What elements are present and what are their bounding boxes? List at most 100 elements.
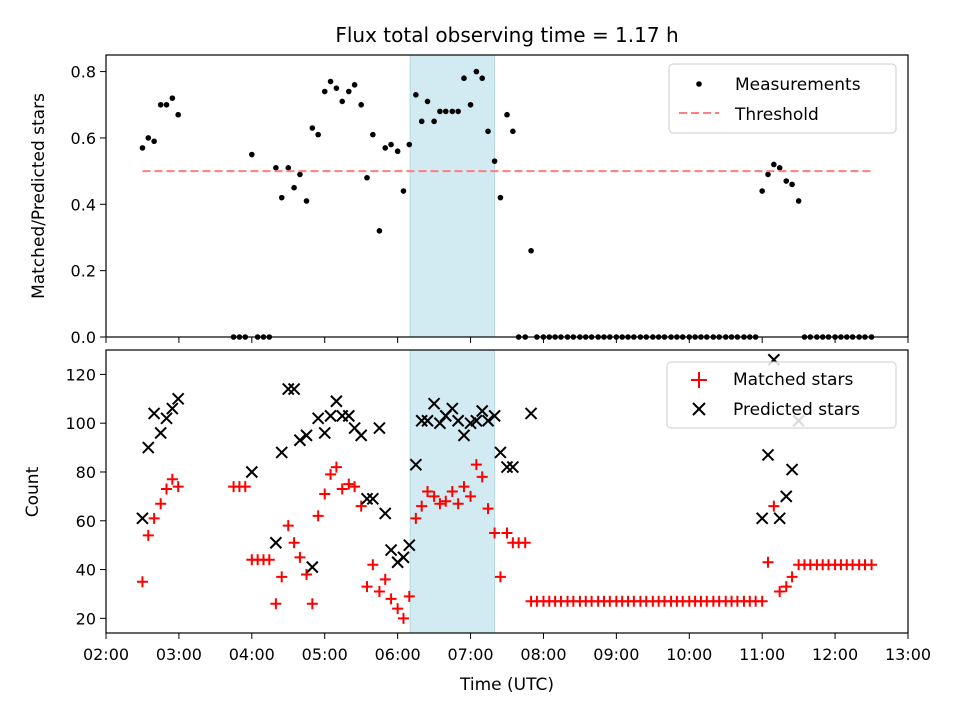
measurement-point: [479, 75, 486, 82]
matched-star-point: [325, 468, 337, 480]
bottom-y-tick-label: 40: [76, 561, 96, 580]
matched-star-point: [148, 512, 160, 524]
measurement-point: [249, 151, 255, 158]
predicted-star-point: [366, 492, 380, 506]
bottom-data-layer: [136, 353, 878, 624]
predicted-star-point: [785, 463, 799, 476]
x-tick-label: 03:00: [156, 645, 202, 664]
measurement-point: [303, 198, 310, 204]
matched-star-point: [142, 529, 154, 541]
matched-star-point: [397, 612, 409, 624]
top-y-tick-label: 0.2: [71, 262, 96, 281]
matched-star-point: [276, 571, 288, 583]
predicted-star-point: [318, 426, 331, 440]
predicted-star-point: [373, 421, 386, 435]
measurement-point: [291, 184, 297, 191]
predicted-star-point: [494, 446, 507, 459]
measurement-point: [449, 108, 456, 115]
x-tick-label: 09:00: [593, 645, 639, 664]
predicted-star-point: [780, 490, 793, 503]
matched-star-point: [440, 495, 452, 507]
top-ticks-layer: 0.0 0.2 0.4 0.6 0.8: [71, 63, 909, 347]
measurement-point: [145, 135, 152, 141]
matched-star-point: [355, 500, 367, 512]
bottom-ticks-layer: 20 40 60 80 100 120 02:00 03:00 04:00 05:00 06:00 0…: [65, 365, 931, 664]
measurement-point: [776, 165, 783, 171]
matched-star-point: [768, 500, 780, 512]
predicted-star-point: [324, 409, 337, 423]
predicted-star-point: [282, 382, 295, 396]
top-legend-box: [668, 63, 897, 134]
measurement-point: [297, 171, 303, 178]
legend-matched-label: Matched stars: [733, 370, 853, 390]
matched-star-point: [294, 551, 306, 563]
chart-title: Flux total observing time = 1.17 h: [335, 23, 678, 47]
matched-star-point: [866, 559, 878, 571]
matched-star-point: [786, 571, 798, 583]
measurement-point: [169, 95, 176, 101]
legend-matched-marker: [691, 372, 707, 388]
measurement-point: [504, 111, 510, 118]
x-tick-label: 02:00: [83, 645, 129, 664]
matched-star-point: [416, 500, 428, 512]
matched-star-point: [301, 568, 312, 580]
matched-star-point: [166, 473, 178, 485]
predicted-star-point: [470, 414, 483, 427]
matched-star-point: [330, 461, 342, 473]
matched-star-point: [282, 520, 294, 532]
legend-predicted-marker: [692, 402, 706, 416]
measurement-point: [765, 171, 771, 178]
predicted-star-point: [433, 416, 447, 430]
top-y-tick-label: 0.8: [71, 63, 96, 82]
matched-star-point: [367, 559, 379, 571]
top-y-tick-label: 0.4: [71, 195, 96, 214]
matched-star-point: [349, 481, 361, 493]
predicted-star-point: [171, 392, 185, 406]
measurement-point: [437, 108, 443, 115]
predicted-star-point: [451, 414, 465, 427]
measurement-point: [442, 108, 449, 115]
matched-star-point: [403, 590, 415, 602]
measurement-point: [273, 165, 279, 171]
predicted-star-point: [354, 429, 368, 442]
measurement-point: [418, 118, 425, 125]
predicted-star-point: [421, 414, 434, 427]
matched-star-point: [336, 483, 348, 495]
measurement-point: [139, 145, 146, 151]
matched-star-point: [385, 593, 397, 605]
top-shade-layer: [409, 54, 495, 338]
measurement-point: [327, 78, 334, 85]
bottom-legend-box: [666, 361, 897, 429]
predicted-star-point: [300, 429, 313, 442]
matched-star-point: [756, 595, 768, 607]
matched-star-point: [312, 510, 324, 522]
matched-star-point: [379, 573, 391, 585]
top-legend: Measurements Threshold: [668, 63, 897, 134]
matched-star-point: [422, 486, 434, 497]
measurement-point: [321, 88, 328, 95]
predicted-star-point: [427, 397, 441, 410]
x-tick-label: 05:00: [302, 645, 348, 664]
x-tick-label: 13:00: [885, 645, 931, 664]
bottom-axes-frame: [105, 349, 909, 634]
matched-star-point: [392, 603, 404, 615]
matched-star-point: [263, 554, 275, 566]
bottom-y-tick-label: 100: [65, 414, 96, 433]
measurement-point: [333, 85, 340, 91]
measurement-point: [364, 174, 370, 181]
measurement-point: [406, 141, 413, 148]
predicted-star-point: [275, 446, 288, 459]
matched-star-point: [428, 490, 440, 502]
predicted-star-point: [384, 543, 398, 557]
matched-star-point: [446, 486, 458, 497]
matched-star-point: [155, 498, 167, 510]
measurement-point: [528, 247, 534, 254]
measurement-point: [345, 88, 352, 95]
top-observing-interval: [409, 54, 495, 338]
matched-star-point: [780, 581, 792, 593]
matched-star-point: [136, 576, 148, 588]
measurement-point: [771, 161, 777, 168]
matched-star-point: [501, 527, 513, 539]
